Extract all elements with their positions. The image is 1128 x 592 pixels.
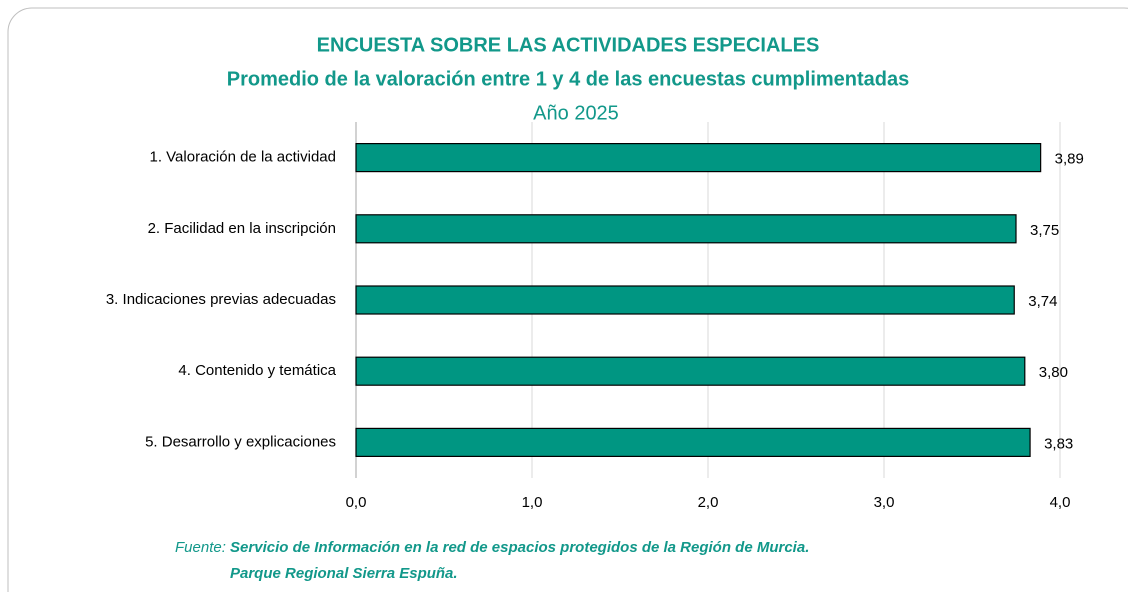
source-line: Servicio de Información en la red de esp…	[230, 539, 809, 556]
chart-title: ENCUESTA SOBRE LAS ACTIVIDADES ESPECIALE…	[317, 34, 820, 56]
y-tick-label: 5. Desarrollo y explicaciones	[145, 433, 336, 450]
x-tick-label: 3,0	[874, 494, 895, 511]
y-tick-label: 4. Contenido y temática	[178, 362, 336, 379]
bar	[355, 427, 1031, 457]
value-label: 3,75	[1030, 222, 1059, 239]
x-tick-label: 4,0	[1050, 494, 1071, 511]
source-line: Parque Regional Sierra Espuña.	[230, 565, 458, 582]
chart-subtitle: Promedio de la valoración entre 1 y 4 de…	[227, 68, 910, 90]
x-tick-label: 1,0	[522, 494, 543, 511]
y-tick-label: 2. Facilidad en la inscripción	[148, 220, 336, 237]
bar	[355, 214, 1017, 244]
bar	[355, 143, 1042, 173]
x-tick-label: 2,0	[698, 494, 719, 511]
value-label: 3,83	[1044, 435, 1073, 452]
year-label: Año 2025	[533, 102, 619, 124]
bar	[355, 285, 1015, 315]
value-label: 3,80	[1039, 364, 1068, 381]
source: Fuente: Servicio de Información en la re…	[175, 539, 809, 556]
y-tick-label: 1. Valoración de la actividad	[149, 149, 336, 166]
source-label: Fuente:	[175, 539, 226, 556]
value-label: 3,74	[1028, 293, 1057, 310]
value-label: 3,89	[1055, 151, 1084, 168]
bar	[355, 356, 1026, 386]
y-tick-label: 3. Indicaciones previas adecuadas	[106, 291, 336, 308]
x-tick-label: 0,0	[346, 494, 367, 511]
